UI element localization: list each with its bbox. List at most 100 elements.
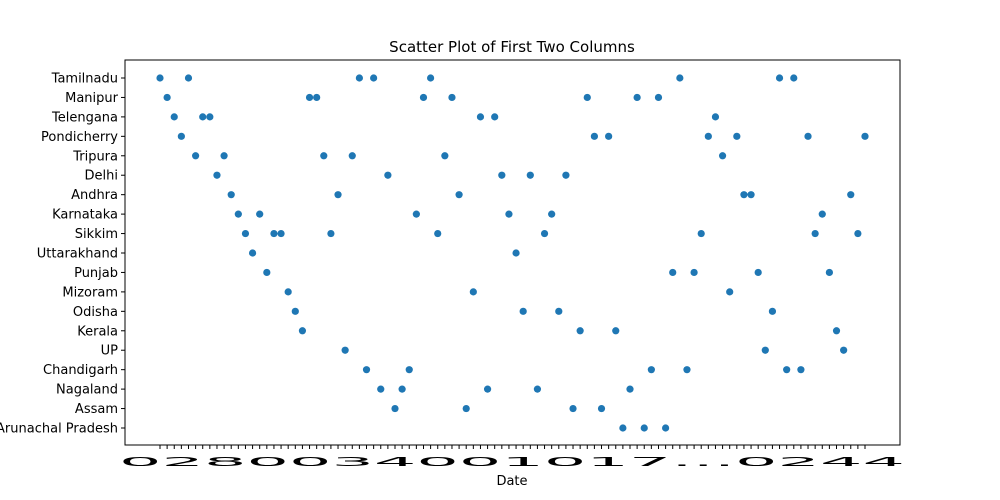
scatter-point xyxy=(370,74,378,82)
scatter-point xyxy=(434,229,442,238)
y-tick-label: Sikkim xyxy=(75,227,118,242)
scatter-point xyxy=(726,288,734,296)
y-tick-label: UP xyxy=(101,344,119,359)
scatter-point xyxy=(619,424,627,432)
scatter-point xyxy=(711,113,720,121)
scatter-point xyxy=(377,385,385,393)
scatter-point xyxy=(633,93,641,102)
scatter-point xyxy=(334,191,342,199)
scatter-points xyxy=(156,74,869,432)
scatter-point xyxy=(220,152,228,160)
scatter-point xyxy=(790,74,798,82)
scatter-point xyxy=(177,132,185,140)
scatter-point xyxy=(384,171,392,179)
scatter-point xyxy=(234,210,242,218)
x-tick-labels-overlapped: 0280034001017...0244 xyxy=(119,455,905,469)
y-tick-label: Manipur xyxy=(65,91,119,106)
chart-title: Scatter Plot of First Two Columns xyxy=(389,38,635,56)
scatter-point xyxy=(683,366,691,374)
scatter-point xyxy=(348,152,356,160)
scatter-point xyxy=(605,132,613,140)
y-tick-label: Odisha xyxy=(73,305,118,320)
scatter-point xyxy=(597,404,606,413)
scatter-point xyxy=(483,385,492,393)
scatter-point xyxy=(825,268,833,277)
scatter-point xyxy=(427,74,435,82)
scatter-point xyxy=(640,424,648,432)
scatter-point xyxy=(206,113,214,121)
scatter-point xyxy=(398,385,406,393)
scatter-point xyxy=(626,385,634,393)
y-tick-label: Punjab xyxy=(74,266,118,281)
scatter-point xyxy=(533,385,542,393)
scatter-point xyxy=(690,268,698,277)
scatter-point xyxy=(263,268,271,277)
scatter-point xyxy=(811,229,819,238)
scatter-point xyxy=(298,327,307,335)
scatter-point xyxy=(555,307,563,315)
y-tick-label: Tamilnadu xyxy=(51,72,118,87)
scatter-point xyxy=(491,113,499,121)
y-tick-label: Delhi xyxy=(85,169,118,184)
y-tick-label: Pondicherry xyxy=(41,130,118,145)
y-tick-label: Telengana xyxy=(51,110,118,125)
y-tick-label: Karnataka xyxy=(52,208,118,223)
scatter-point xyxy=(405,366,413,374)
scatter-point xyxy=(783,366,791,374)
scatter-point xyxy=(277,229,285,238)
scatter-point xyxy=(505,210,513,218)
scatter-point xyxy=(476,113,485,121)
scatter-point xyxy=(647,366,655,374)
scatter-point xyxy=(754,268,762,277)
y-tick-label: Kerala xyxy=(77,324,118,339)
scatter-point xyxy=(305,93,314,102)
scatter-point xyxy=(448,93,456,102)
scatter-point xyxy=(612,327,620,335)
scatter-point xyxy=(327,229,335,238)
scatter-point xyxy=(540,229,549,238)
scatter-point xyxy=(662,424,670,432)
x-axis-label: Date xyxy=(496,474,527,489)
scatter-point xyxy=(192,152,200,160)
scatter-point xyxy=(391,404,399,413)
y-tick-label: Uttarakhand xyxy=(37,247,118,262)
scatter-point xyxy=(284,288,292,296)
scatter-point xyxy=(412,210,420,218)
scatter-point xyxy=(170,113,178,121)
scatter-point xyxy=(768,307,777,315)
scatter-point xyxy=(854,229,862,238)
y-axis: Arunachal Pradesh Assam Nagaland Chandigarh… xyxy=(0,72,125,437)
scatter-point xyxy=(847,191,855,199)
scatter-point xyxy=(840,346,848,354)
y-tick-label: Chandigarh xyxy=(43,363,118,378)
scatter-point xyxy=(320,152,328,160)
scatter-point xyxy=(156,74,164,82)
scatter-point xyxy=(341,346,349,354)
scatter-point xyxy=(740,191,748,199)
scatter-point xyxy=(775,74,784,82)
scatter-point xyxy=(832,327,841,335)
scatter-point xyxy=(562,171,570,179)
scatter-point xyxy=(818,210,826,218)
y-tick-label: Nagaland xyxy=(56,383,118,398)
scatter-point xyxy=(704,132,712,140)
scatter-point xyxy=(241,229,250,238)
scatter-point xyxy=(462,404,470,413)
scatter-point xyxy=(498,171,506,179)
scatter-point xyxy=(270,229,278,238)
scatter-point xyxy=(747,191,755,199)
scatter-point xyxy=(313,93,321,102)
y-tick-label: Arunachal Pradesh xyxy=(0,422,118,437)
scatter-point xyxy=(184,74,193,82)
y-tick-label: Mizoram xyxy=(62,285,118,300)
scatter-point xyxy=(519,307,527,315)
scatter-point xyxy=(654,93,663,102)
scatter-point xyxy=(163,93,171,102)
scatter-point xyxy=(248,249,257,257)
scatter-point xyxy=(718,152,727,160)
scatter-point xyxy=(526,171,534,179)
y-tick-label: Andhra xyxy=(71,188,118,203)
y-tick-label: Assam xyxy=(75,402,118,417)
scatter-point xyxy=(569,404,577,413)
